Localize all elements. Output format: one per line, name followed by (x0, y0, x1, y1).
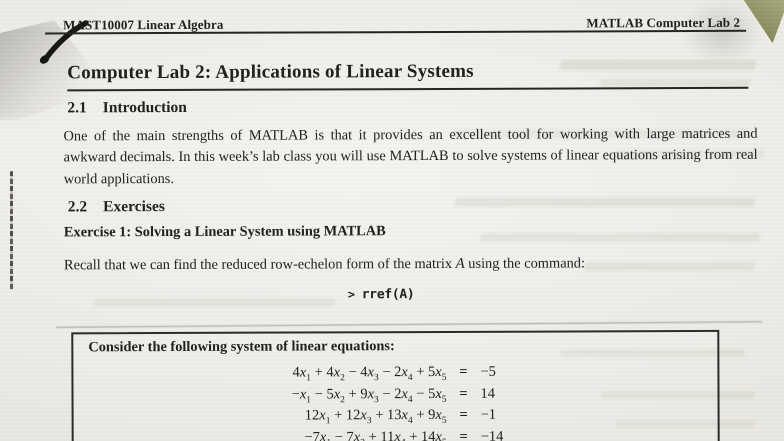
section-heading-exercises: 2.2 Exercises (68, 198, 165, 216)
recall-text-after: using the command: (464, 255, 585, 272)
equation-equals: = (459, 407, 468, 424)
equation-lhs: 12x1 + 12x3 + 13x4 + 9x5 (304, 407, 447, 427)
recall-text: Recall that we can find the reduced row-… (64, 255, 585, 274)
exercise-box: Consider the following system of linear … (71, 329, 720, 441)
equation-rhs: −1 (480, 406, 497, 424)
title-rule (67, 86, 749, 91)
section-label: Exercises (103, 198, 165, 216)
equation-system: 4x1 + 4x2 − 4x3 − 2x4 + 5x5 = −5 −x1 − 5x2 … (264, 362, 526, 441)
page-title: Computer Lab 2: Applications of Linear S… (67, 60, 474, 84)
equation-equals: = (459, 428, 468, 441)
equation-lhs: −7x1 − 7x3 + 11x4 + 14x5 (304, 428, 446, 441)
equation-rhs: −5 (480, 363, 496, 380)
equation-rhs: −14 (480, 428, 504, 441)
equation-rhs: 14 (480, 385, 496, 402)
equation-equals: = (459, 385, 468, 402)
section-heading-introduction: 2.1 Introduction (67, 99, 187, 117)
intro-paragraph: One of the main strengths of MATLAB is t… (63, 125, 758, 188)
matlab-prompt: > (347, 287, 355, 302)
exercise-box-heading: Consider the following system of linear … (88, 338, 395, 356)
matlab-command-code: rref(A) (361, 287, 415, 303)
equation-lhs: −x1 − 5x2 + 9x3 − 2x4 − 5x5 (291, 385, 447, 405)
matlab-command: > rref(A) (0, 286, 773, 304)
corner-fold-shadow (682, 0, 762, 64)
section-number: 2.1 (67, 99, 87, 117)
pen-stroke-mark (39, 20, 89, 64)
exercise-1-heading: Exercise 1: Solving a Linear System usin… (63, 223, 386, 241)
section-label: Introduction (102, 98, 187, 117)
section-number: 2.2 (67, 198, 88, 216)
equation-equals: = (459, 363, 468, 380)
binding-mark (10, 171, 13, 290)
recall-text-before: Recall that we can find the reduced row-… (63, 255, 456, 274)
matrix-variable: A (455, 255, 465, 272)
equation-lhs: 4x1 + 4x2 − 4x3 − 2x4 + 5x5 (292, 363, 447, 384)
